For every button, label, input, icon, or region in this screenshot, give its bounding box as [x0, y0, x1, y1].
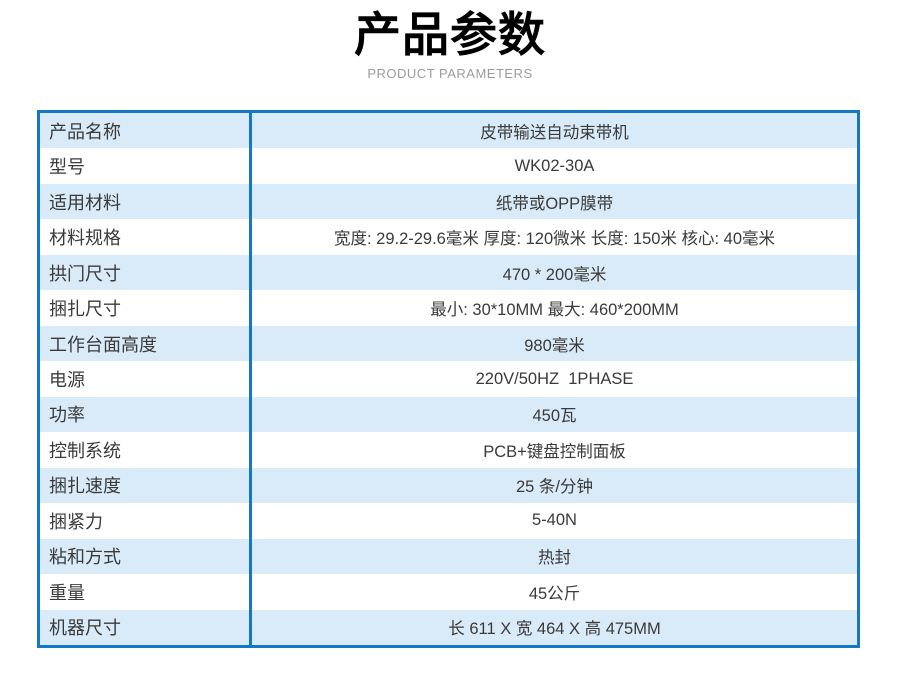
- param-value: 470 * 200毫米: [502, 265, 607, 284]
- param-label: 材料规格: [40, 219, 252, 255]
- page-subtitle: PRODUCT PARAMETERS: [367, 66, 533, 82]
- page-title: 产品参数: [354, 8, 546, 61]
- table-row: 型号 WK02-30A: [40, 148, 857, 184]
- table-row: 粘和方式 热封: [40, 538, 857, 575]
- param-value: 宽度: 29.2-29.6毫米 厚度: 120微米 长度: 150米 核心: 4…: [333, 230, 776, 249]
- param-value: 220V/50HZ 1PHASE: [475, 369, 634, 388]
- param-label: 粘和方式: [40, 538, 252, 575]
- table-row: 机器尺寸 长 611 X 宽 464 X 高 475MM: [40, 609, 857, 646]
- param-value: 980毫米: [524, 336, 585, 355]
- table-row: 拱门尺寸 470 * 200毫米: [40, 254, 857, 291]
- table-row: 功率 450瓦: [40, 396, 857, 433]
- param-label: 重量: [40, 574, 252, 610]
- param-value: WK02-30A: [514, 156, 595, 175]
- table-row: 电源 220V/50HZ 1PHASE: [40, 361, 857, 397]
- table-row: 材料规格 宽度: 29.2-29.6毫米 厚度: 120微米 长度: 150米 …: [40, 219, 857, 255]
- param-value: 450瓦: [532, 407, 577, 426]
- param-label: 适用材料: [40, 183, 252, 220]
- param-value: 长 611 X 宽 464 X 高 475MM: [448, 620, 661, 639]
- table-row: 捆紧力 5-40N: [40, 503, 857, 539]
- param-label: 功率: [40, 396, 252, 433]
- param-label: 型号: [40, 148, 252, 184]
- param-label: 拱门尺寸: [40, 254, 252, 291]
- table-row: 捆扎速度 25 条/分钟: [40, 467, 857, 504]
- table-row: 捆扎尺寸 最小: 30*10MM 最大: 460*200MM: [40, 290, 857, 326]
- param-label: 捆扎速度: [40, 467, 252, 504]
- param-label: 产品名称: [40, 113, 252, 149]
- page-header: 产品参数 PRODUCT PARAMETERS: [0, 0, 900, 81]
- param-label: 捆紧力: [40, 503, 252, 539]
- table-row: 工作台面高度 980毫米: [40, 325, 857, 362]
- param-value: 最小: 30*10MM 最大: 460*200MM: [430, 301, 679, 320]
- table-row: 控制系统 PCB+键盘控制面板: [40, 432, 857, 468]
- param-label: 电源: [40, 361, 252, 397]
- param-label: 工作台面高度: [40, 325, 252, 362]
- param-value: 5-40N: [532, 511, 577, 530]
- param-value: 纸带或OPP膜带: [495, 194, 614, 213]
- parameters-table: 产品名称 皮带输送自动束带机 型号 WK02-30A 适用材料 纸带或OPP膜带…: [37, 110, 860, 648]
- table-row: 适用材料 纸带或OPP膜带: [40, 183, 857, 220]
- param-label: 机器尺寸: [40, 609, 252, 646]
- param-value: 45公斤: [528, 584, 581, 603]
- param-value: 皮带输送自动束带机: [480, 123, 629, 142]
- param-value: 25 条/分钟: [515, 478, 594, 497]
- param-value: 热封: [538, 549, 571, 568]
- table-row: 产品名称 皮带输送自动束带机: [40, 113, 857, 149]
- table-row: 重量 45公斤: [40, 574, 857, 610]
- param-value: PCB+键盘控制面板: [483, 442, 626, 461]
- param-label: 捆扎尺寸: [40, 290, 252, 326]
- param-label: 控制系统: [40, 432, 252, 468]
